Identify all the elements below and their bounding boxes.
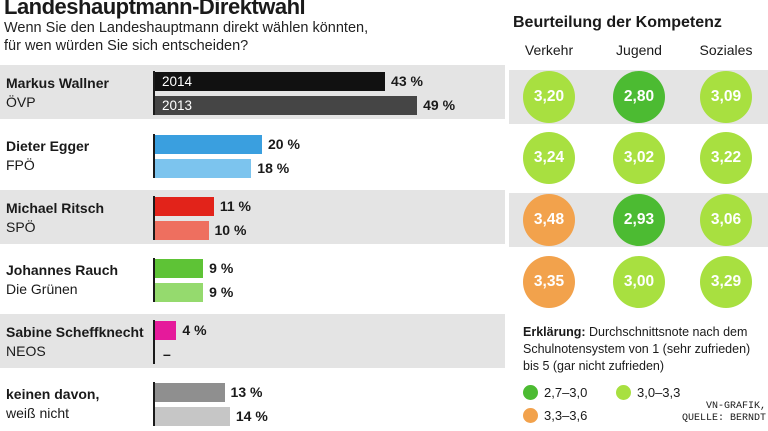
subtitle-line-1: Wenn Sie den Landeshauptmann direkt wähl… (4, 20, 369, 36)
value-label: 18 % (257, 160, 290, 176)
rating-circle: 3,35 (523, 256, 575, 308)
year-label: 2013 (162, 98, 193, 113)
candidate-party: weiß nicht (6, 405, 70, 421)
source-note: VN-GRAFIK, QUELLE: BERNDT (682, 401, 766, 425)
bar (155, 383, 225, 402)
legend-text: Durchschnittsnote nach dem Schulnotensys… (523, 325, 751, 373)
column-header: Verkehr (524, 42, 574, 58)
row-band (0, 314, 505, 368)
legend-swatch (616, 385, 631, 400)
value-label: 43 % (391, 73, 423, 89)
value-label: 13 % (230, 384, 263, 400)
legend-item: 3,3–3,6 (523, 408, 587, 423)
value-label: 9 % (209, 284, 234, 300)
legend-label: 3,3–3,6 (544, 408, 588, 423)
bar-axis (153, 258, 155, 302)
subtitle-line-2: für wen würden Sie sich entscheiden? (4, 38, 249, 54)
chart-title: Landeshauptmann-Direktwahl (4, 0, 306, 19)
bar-axis (153, 71, 155, 115)
value-label: 4 % (182, 322, 207, 338)
legend-swatch (523, 385, 538, 400)
value-label: 10 % (214, 222, 247, 238)
rating-circle: 3,02 (613, 132, 665, 184)
rating-circle: 2,93 (613, 194, 665, 246)
chart-subtitle: Wenn Sie den Landeshauptmann direkt wähl… (4, 19, 404, 55)
bar-axis (153, 196, 155, 240)
rating-circle: 3,06 (700, 194, 752, 246)
bar (155, 72, 386, 91)
bar (155, 259, 204, 278)
candidate-name: Sabine Scheffknecht (6, 324, 144, 340)
bar (155, 135, 262, 154)
bar (155, 197, 214, 216)
candidate-name: Johannes Rauch (6, 262, 119, 278)
rating-circle: 3,29 (700, 256, 752, 308)
candidate-name: keinen davon, (6, 386, 100, 402)
source-line-2: QUELLE: BERNDT (681, 413, 766, 424)
legend-item: 3,0–3,3 (616, 385, 680, 400)
value-label: 14 % (235, 408, 268, 424)
rating-circle: 3,24 (523, 132, 575, 184)
legend-label: 2,7–3,0 (544, 385, 588, 400)
value-label: 20 % (268, 136, 300, 152)
row-band (0, 190, 505, 244)
value-label: 11 % (219, 198, 251, 214)
rating-circle: 3,48 (523, 194, 575, 246)
year-label: 2014 (162, 74, 193, 89)
rating-circle: 3,20 (523, 71, 575, 123)
bar (155, 321, 177, 340)
bar (155, 96, 418, 115)
candidate-name: Dieter Egger (6, 138, 90, 154)
column-header: Soziales (699, 42, 753, 58)
legend-label: 3,0–3,3 (637, 385, 681, 400)
rating-circle: 3,00 (613, 256, 665, 308)
bar (155, 221, 209, 240)
bar-axis (153, 134, 155, 178)
candidate-party: NEOS (6, 343, 46, 359)
bar (155, 283, 204, 302)
candidate-name: Markus Wallner (6, 75, 109, 91)
column-header: Jugend (616, 42, 662, 58)
competence-title: Beurteilung der Kompetenz (513, 14, 722, 31)
source-line-1: VN-GRAFIK, (705, 401, 766, 412)
candidate-party: FPÖ (6, 157, 35, 173)
candidate-party: Die Grünen (6, 281, 78, 297)
value-label: – (163, 346, 171, 362)
bar-axis (153, 382, 155, 426)
value-label: 9 % (209, 260, 234, 276)
rating-circle: 2,80 (613, 71, 665, 123)
rating-circle: 3,09 (700, 71, 752, 123)
bar (155, 407, 230, 426)
bar (155, 159, 252, 178)
legend-explanation: Erklärung: Durchschnittsnote nach dem Sc… (523, 324, 763, 375)
legend-swatch (523, 408, 538, 423)
legend-title: Erklärung: (523, 325, 586, 339)
candidate-name: Michael Ritsch (6, 200, 105, 216)
legend-item: 2,7–3,0 (523, 385, 587, 400)
candidate-party: ÖVP (6, 94, 36, 110)
value-label: 49 % (423, 97, 456, 113)
rating-circle: 3,22 (700, 132, 752, 184)
candidate-party: SPÖ (6, 219, 36, 235)
bar-axis (153, 320, 155, 364)
